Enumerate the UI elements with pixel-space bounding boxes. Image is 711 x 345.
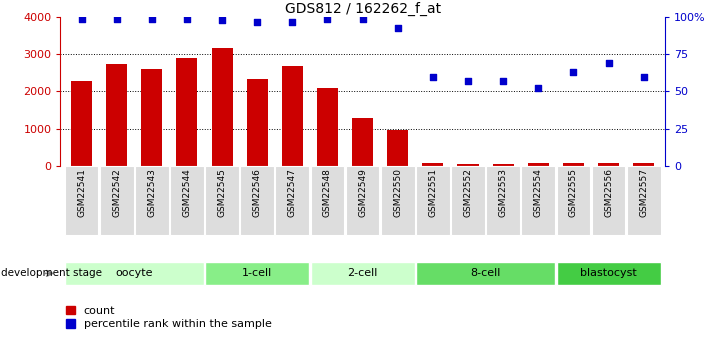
Text: oocyte: oocyte [115, 268, 153, 278]
Text: GSM22544: GSM22544 [183, 168, 191, 217]
Point [392, 25, 403, 30]
Point [216, 18, 228, 23]
Point [533, 86, 544, 91]
Bar [247, 79, 268, 166]
FancyBboxPatch shape [557, 166, 590, 235]
Text: GSM22543: GSM22543 [147, 168, 156, 217]
Point [111, 16, 122, 21]
Bar [212, 48, 232, 166]
Point [287, 19, 298, 24]
FancyBboxPatch shape [486, 166, 520, 235]
FancyBboxPatch shape [627, 166, 661, 235]
Text: blastocyst: blastocyst [580, 268, 637, 278]
FancyBboxPatch shape [521, 166, 555, 235]
Text: GSM22556: GSM22556 [604, 168, 613, 217]
FancyBboxPatch shape [65, 166, 98, 235]
FancyBboxPatch shape [65, 262, 204, 285]
FancyBboxPatch shape [592, 166, 626, 235]
Text: GSM22557: GSM22557 [639, 168, 648, 217]
Point [181, 16, 193, 21]
Point [568, 69, 579, 75]
FancyBboxPatch shape [416, 262, 555, 285]
FancyBboxPatch shape [451, 166, 485, 235]
Text: GSM22547: GSM22547 [288, 168, 296, 217]
FancyBboxPatch shape [135, 166, 169, 235]
Bar [528, 163, 549, 166]
Point [427, 74, 439, 79]
Text: GSM22555: GSM22555 [569, 168, 578, 217]
FancyBboxPatch shape [275, 166, 309, 235]
Point [603, 60, 614, 66]
FancyBboxPatch shape [311, 166, 344, 235]
Point [462, 78, 474, 84]
Point [76, 16, 87, 21]
FancyBboxPatch shape [100, 166, 134, 235]
Bar [634, 164, 654, 166]
Bar [563, 162, 584, 166]
Point [252, 19, 263, 24]
Text: GSM22550: GSM22550 [393, 168, 402, 217]
Point [146, 16, 157, 21]
Point [498, 78, 509, 84]
FancyBboxPatch shape [346, 166, 380, 235]
Bar [422, 162, 444, 166]
FancyBboxPatch shape [416, 166, 450, 235]
Text: GSM22553: GSM22553 [498, 168, 508, 217]
Point [357, 16, 368, 21]
Bar [282, 66, 303, 166]
Text: GSM22545: GSM22545 [218, 168, 227, 217]
Text: GSM22551: GSM22551 [429, 168, 437, 217]
Bar [352, 118, 373, 166]
Bar [493, 164, 513, 166]
Bar [387, 130, 408, 166]
FancyBboxPatch shape [205, 262, 309, 285]
Text: 1-cell: 1-cell [242, 268, 272, 278]
Text: GSM22552: GSM22552 [464, 168, 473, 217]
Bar [141, 69, 162, 166]
Bar [106, 65, 127, 166]
Bar [317, 88, 338, 166]
Text: GSM22554: GSM22554 [534, 168, 542, 217]
Bar [176, 58, 198, 166]
Point [638, 74, 649, 79]
Text: GSM22546: GSM22546 [252, 168, 262, 217]
Bar [457, 164, 479, 166]
Text: GSM22549: GSM22549 [358, 168, 367, 217]
Text: 8-cell: 8-cell [471, 268, 501, 278]
Text: GSM22541: GSM22541 [77, 168, 86, 217]
Point [322, 16, 333, 21]
Title: GDS812 / 162262_f_at: GDS812 / 162262_f_at [284, 2, 441, 16]
FancyBboxPatch shape [170, 166, 204, 235]
FancyBboxPatch shape [381, 166, 415, 235]
Bar [598, 163, 619, 166]
FancyBboxPatch shape [557, 262, 661, 285]
Bar [71, 81, 92, 166]
Text: 2-cell: 2-cell [348, 268, 378, 278]
Text: development stage: development stage [1, 268, 102, 278]
Text: GSM22542: GSM22542 [112, 168, 121, 217]
FancyBboxPatch shape [240, 166, 274, 235]
FancyBboxPatch shape [311, 262, 415, 285]
Text: GSM22548: GSM22548 [323, 168, 332, 217]
Legend: count, percentile rank within the sample: count, percentile rank within the sample [66, 306, 272, 329]
FancyBboxPatch shape [205, 166, 239, 235]
